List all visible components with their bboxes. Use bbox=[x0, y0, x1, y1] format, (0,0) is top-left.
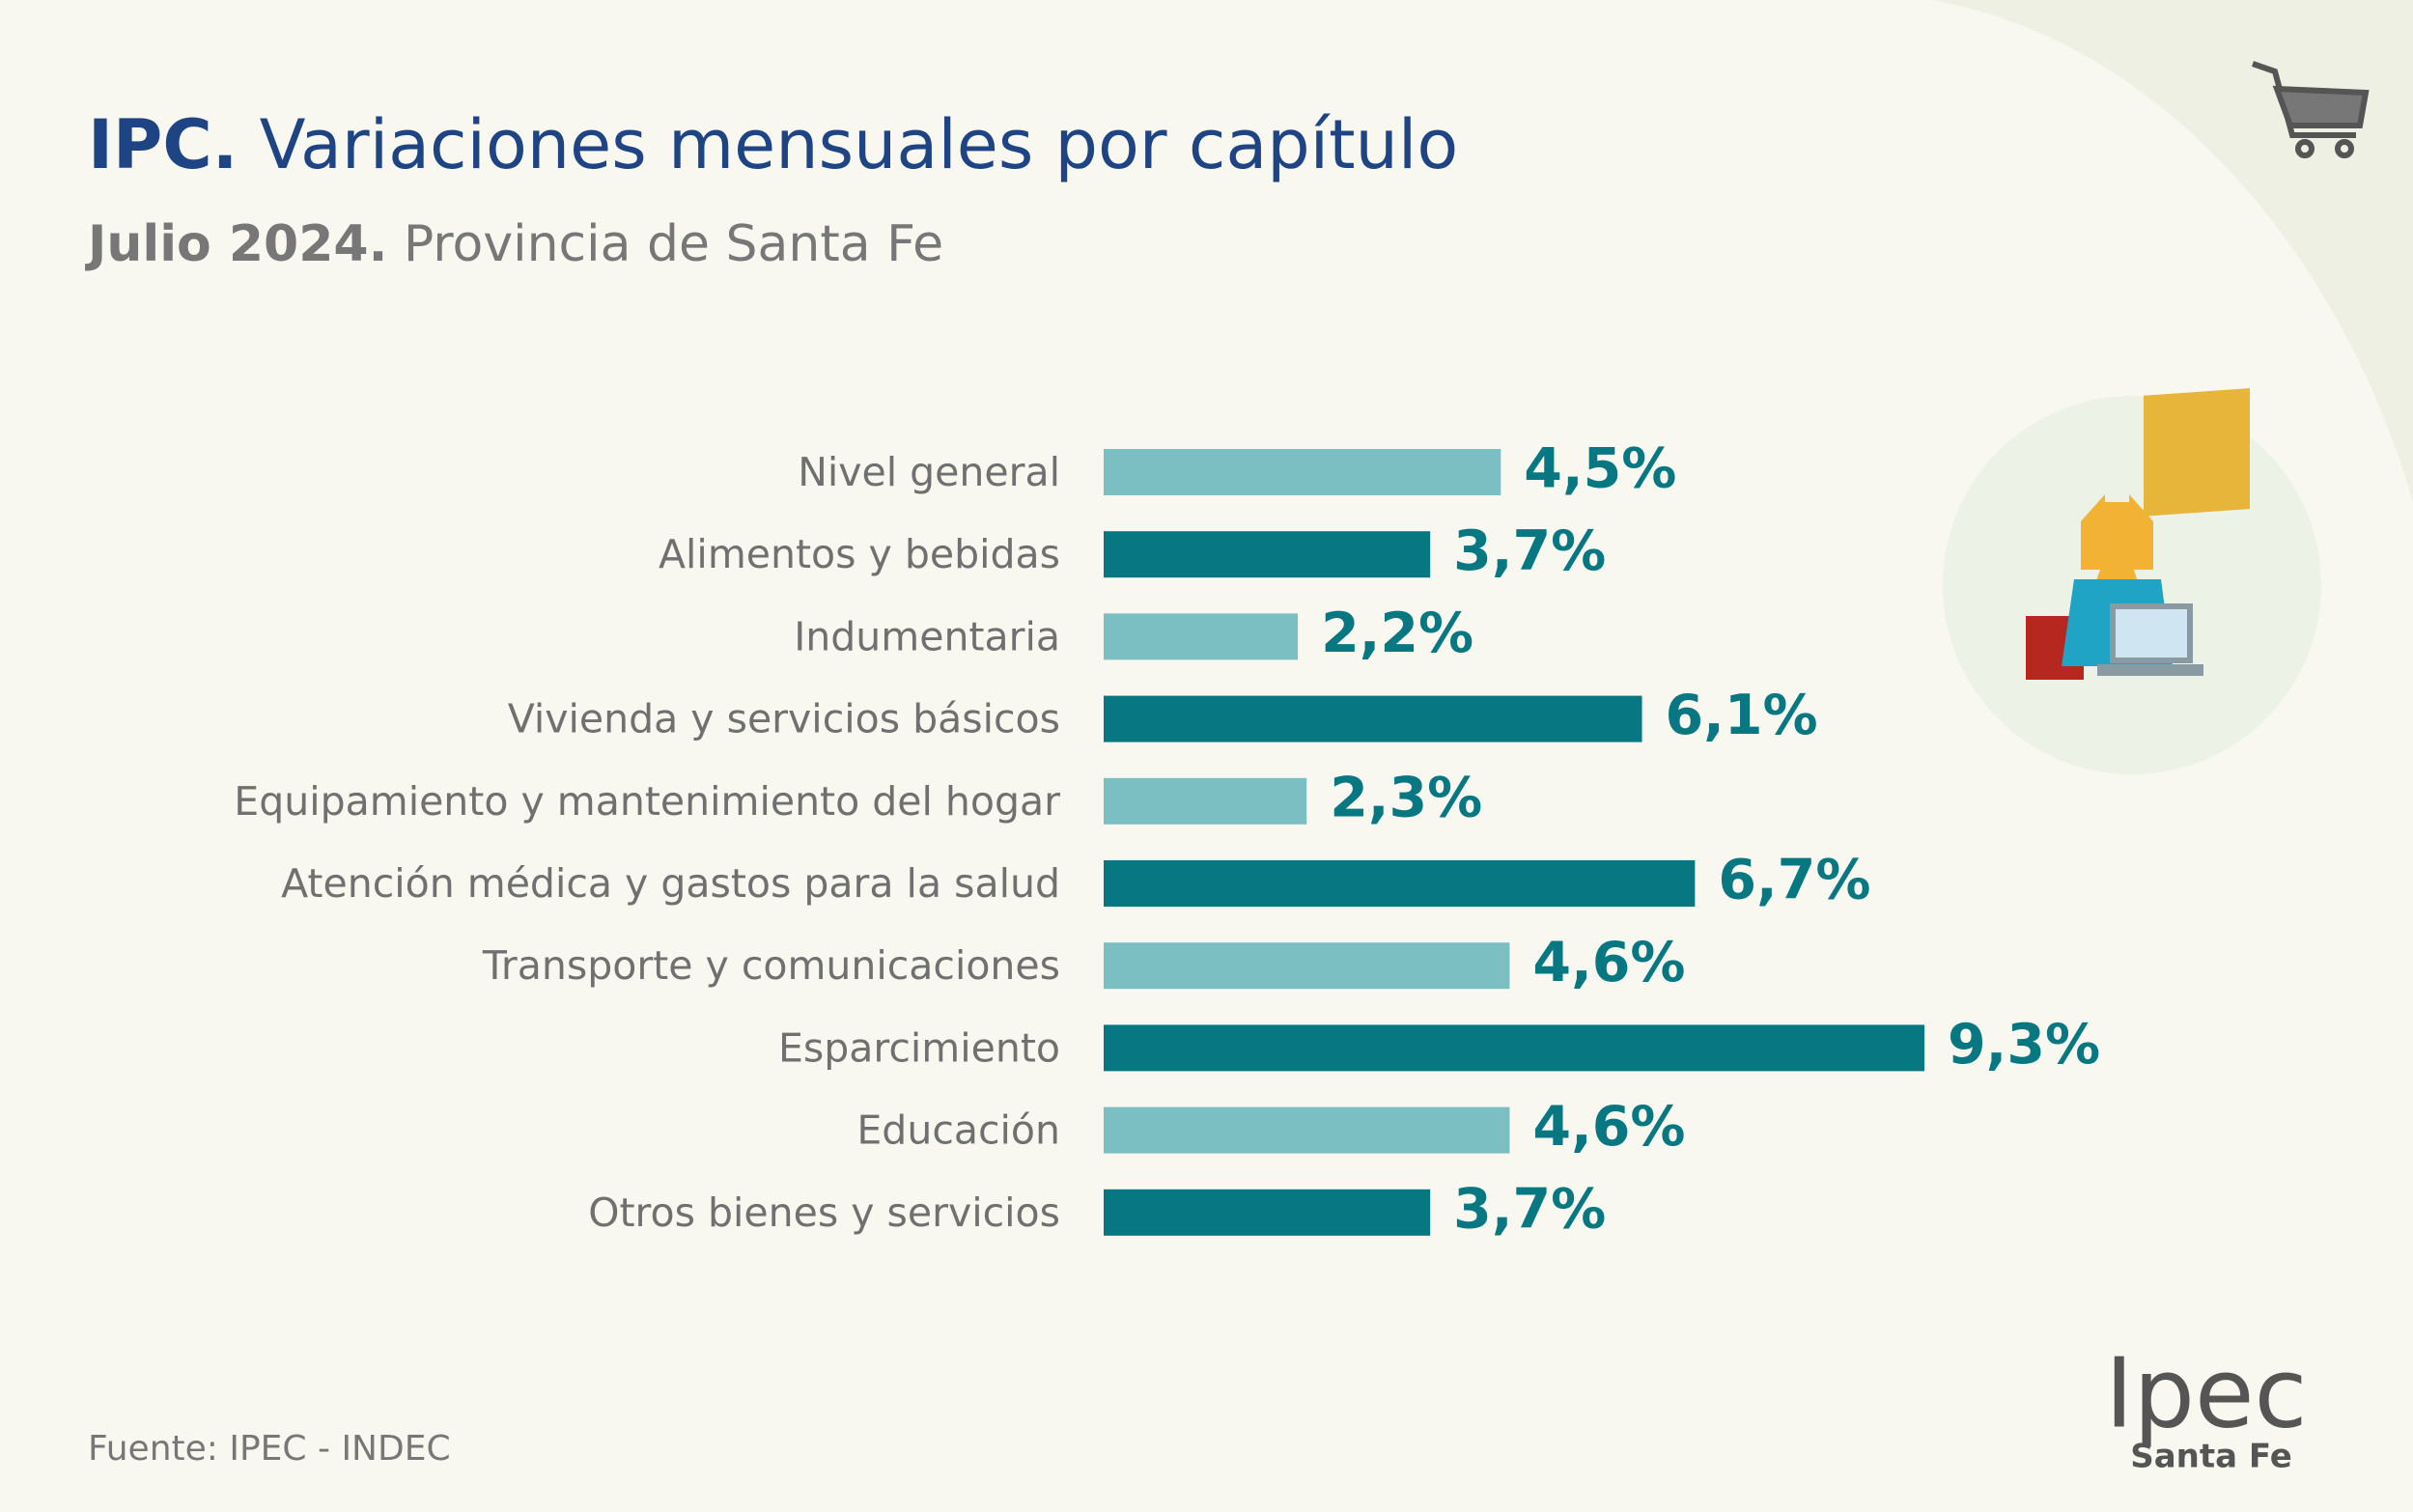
bar bbox=[1104, 942, 1510, 990]
bar bbox=[1104, 777, 1307, 825]
logo-subtitle: Santa Fe bbox=[2130, 1438, 2292, 1476]
bar bbox=[1104, 860, 1696, 907]
category-label: Equipamiento y mantenimiento del hogar bbox=[234, 778, 1060, 825]
bar bbox=[1104, 1024, 1924, 1072]
source: Fuente: IPEC - INDEC bbox=[88, 1429, 451, 1469]
title-text: Variaciones mensuales por capítulo bbox=[260, 105, 1459, 184]
bar bbox=[1104, 1189, 1431, 1236]
chart-subtitle: Julio 2024. Provincia de Santa Fe bbox=[85, 215, 943, 273]
logo: Ipec bbox=[2105, 1336, 2307, 1449]
subtitle-text: Provincia de Santa Fe bbox=[404, 215, 943, 273]
value-label: 4,6% bbox=[1532, 931, 1685, 994]
category-label: Otros bienes y servicios bbox=[588, 1190, 1060, 1236]
shopping-icon bbox=[2026, 388, 2250, 680]
value-label: 9,3% bbox=[1948, 1013, 2100, 1077]
cart-icon bbox=[2252, 61, 2370, 158]
category-label: Indumentaria bbox=[794, 613, 1060, 659]
subtitle-prefix: Julio 2024. bbox=[85, 215, 387, 273]
bar bbox=[1104, 1106, 1510, 1154]
value-label: 2,2% bbox=[1321, 602, 1473, 665]
category-label: Vivienda y servicios básicos bbox=[508, 696, 1060, 742]
bar bbox=[1104, 531, 1431, 578]
value-label: 4,6% bbox=[1532, 1095, 1685, 1159]
bar bbox=[1104, 695, 1642, 742]
category-label: Atención médica y gastos para la salud bbox=[281, 860, 1060, 907]
category-label: Educación bbox=[856, 1107, 1060, 1154]
category-label: Transporte y comunicaciones bbox=[482, 942, 1060, 989]
bar bbox=[1104, 613, 1299, 660]
value-label: 4,5% bbox=[1524, 437, 1676, 501]
category-label: Nivel general bbox=[798, 449, 1060, 495]
bar bbox=[1104, 449, 1501, 495]
value-label: 3,7% bbox=[1453, 519, 1606, 583]
value-label: 6,7% bbox=[1718, 849, 1870, 912]
category-label: Alimentos y bebidas bbox=[659, 531, 1060, 577]
chart-title: IPC. Variaciones mensuales por capítulo bbox=[88, 105, 1458, 184]
value-label: 2,3% bbox=[1330, 766, 1482, 829]
category-label: Esparcimiento bbox=[778, 1024, 1060, 1071]
value-label: 3,7% bbox=[1453, 1177, 1606, 1241]
value-label: 6,1% bbox=[1666, 684, 1818, 747]
title-prefix: IPC. bbox=[88, 105, 238, 184]
